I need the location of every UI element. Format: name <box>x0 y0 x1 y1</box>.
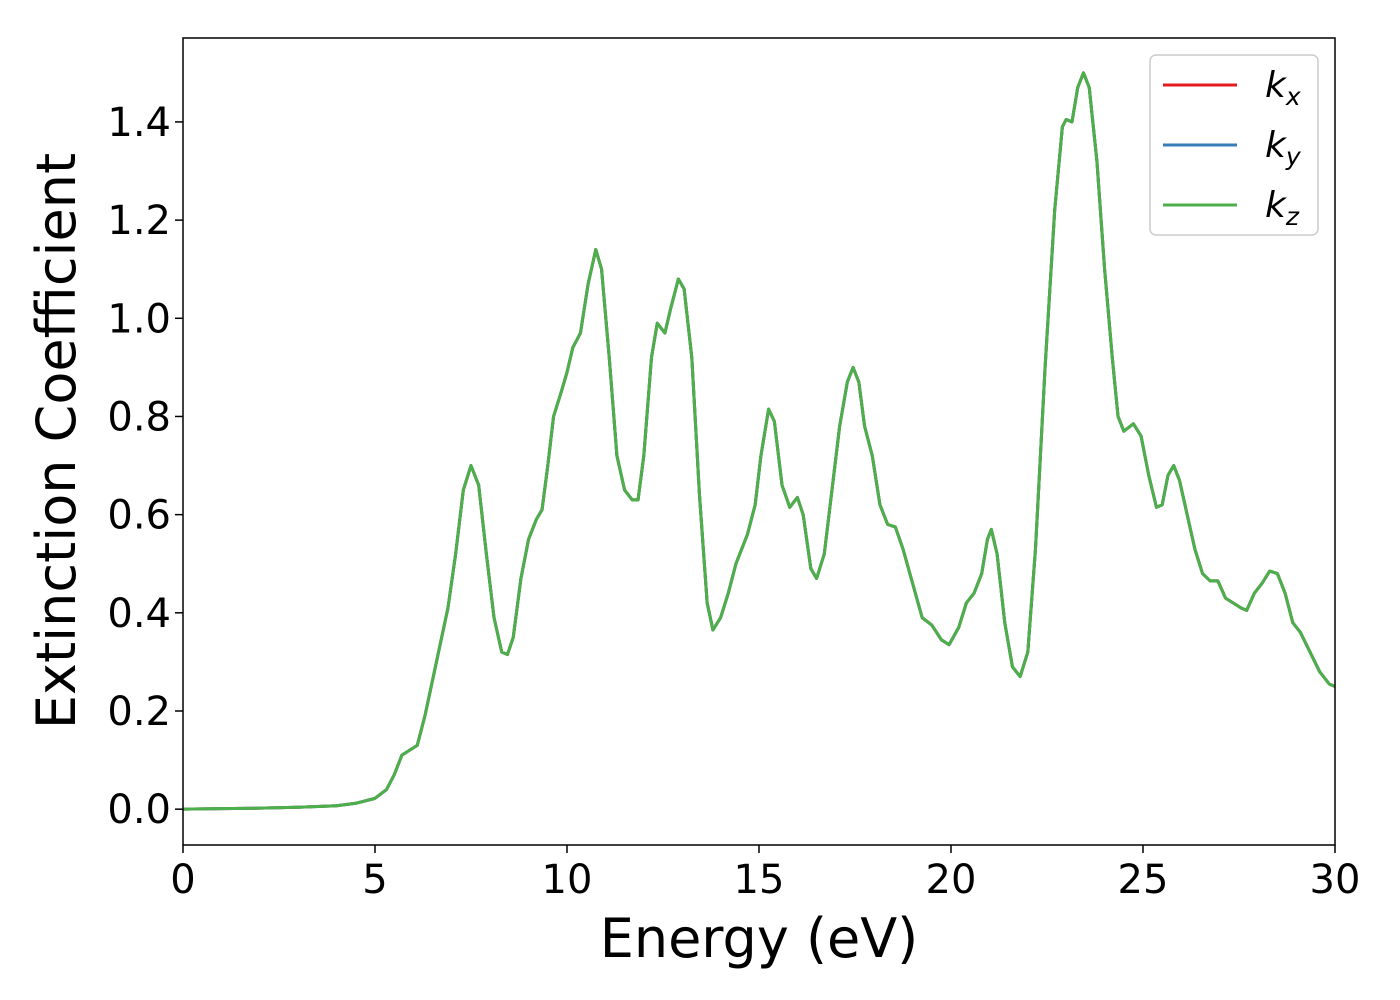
y-tick-label: 0.2 <box>107 689 171 735</box>
y-tick-label: 1.4 <box>107 100 171 146</box>
x-tick-label: 5 <box>362 857 387 903</box>
y-tick-label: 0.4 <box>107 591 171 637</box>
y-tick-label: 0.8 <box>107 394 171 440</box>
y-tick-label: 0.0 <box>107 787 171 833</box>
x-tick-label: 20 <box>926 857 977 903</box>
y-axis-label: Extinction Coefficient <box>25 153 88 729</box>
plot-frame <box>182 37 1336 846</box>
legend-label: ky <box>1265 125 1302 171</box>
x-tick-label: 25 <box>1118 857 1169 903</box>
y-tick-label: 1.0 <box>107 296 171 342</box>
legend-label: kx <box>1265 65 1301 111</box>
legend-label: kz <box>1265 185 1300 231</box>
x-tick-label: 10 <box>542 857 593 903</box>
data-line <box>182 71 1336 811</box>
x-axis-label: Energy (eV) <box>600 907 919 970</box>
y-tick-label: 0.6 <box>107 493 171 539</box>
y-tick-label: 1.2 <box>107 198 171 244</box>
x-tick-label: 30 <box>1310 857 1361 903</box>
x-tick-label: 15 <box>734 857 785 903</box>
x-tick-label: 0 <box>170 857 195 903</box>
